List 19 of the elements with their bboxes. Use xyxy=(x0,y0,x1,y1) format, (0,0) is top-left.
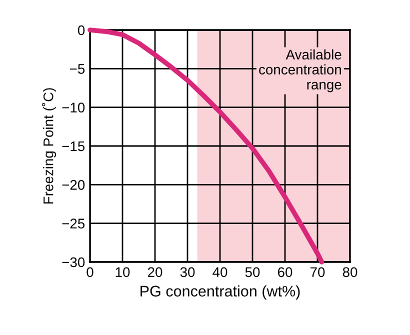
y-tick-label: −30 xyxy=(62,257,85,268)
x-tick-label: 30 xyxy=(180,267,195,278)
x-tick-label: 20 xyxy=(148,267,162,278)
x-tick-label: 60 xyxy=(278,267,292,278)
y-axis-title: Freezing Point (˚C) xyxy=(42,88,56,204)
x-tick-label: 40 xyxy=(212,267,228,278)
x-tick-label: 50 xyxy=(245,267,260,278)
y-tick-label: 0 xyxy=(78,25,85,36)
x-axis-title: PG concentration (wt%) xyxy=(140,285,300,300)
x-tick-label: 10 xyxy=(116,267,130,278)
y-tick-label: −20 xyxy=(62,180,85,190)
y-tick-label: −5 xyxy=(70,64,85,74)
y-tick-label: −25 xyxy=(62,218,85,229)
y-tick-label: −10 xyxy=(62,102,85,113)
band-label: Available concentration range xyxy=(259,49,342,92)
x-tick-label: 80 xyxy=(342,267,358,278)
y-tick-label: −15 xyxy=(62,141,85,152)
x-tick-label: 70 xyxy=(310,267,325,278)
x-tick-label: 0 xyxy=(86,267,94,278)
